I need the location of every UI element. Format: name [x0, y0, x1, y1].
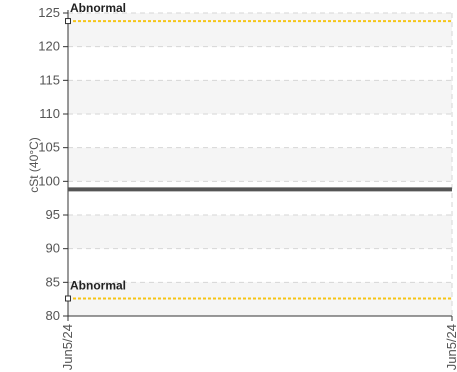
- background-band: [68, 13, 452, 47]
- threshold-label: Abnormal: [70, 278, 126, 292]
- y-tick-label: 110: [39, 106, 60, 121]
- threshold-marker: [65, 295, 71, 302]
- x-tick-label: Jun5/24: [60, 324, 75, 370]
- y-tick-label: 80: [46, 308, 60, 323]
- threshold-marker: [65, 18, 71, 25]
- y-axis-ticks: 80 85 90 95 100 105 110 115 120 125: [38, 5, 68, 323]
- y-tick-label: 85: [46, 274, 60, 289]
- y-tick-label: 125: [38, 5, 60, 20]
- y-axis-title: cSt (40°C): [27, 137, 41, 192]
- axes: [67, 10, 452, 317]
- background-band: [68, 147, 452, 182]
- y-tick-label: 105: [38, 140, 60, 155]
- y-tick-label: 115: [39, 72, 60, 87]
- threshold-label: Abnormal: [70, 1, 126, 15]
- x-tick-label: Jun5/24: [444, 324, 457, 370]
- background-bands: [68, 13, 452, 316]
- y-tick-label: 95: [46, 207, 60, 222]
- y-tick-label: 120: [38, 39, 60, 54]
- threshold-lines: Abnormal Abnormal: [65, 1, 452, 302]
- y-tick-label: 100: [38, 173, 60, 188]
- background-band: [68, 215, 452, 249]
- background-band: [68, 80, 452, 114]
- y-tick-label: 90: [46, 241, 60, 256]
- x-axis-ticks: Jun5/24 Jun5/24: [60, 316, 457, 370]
